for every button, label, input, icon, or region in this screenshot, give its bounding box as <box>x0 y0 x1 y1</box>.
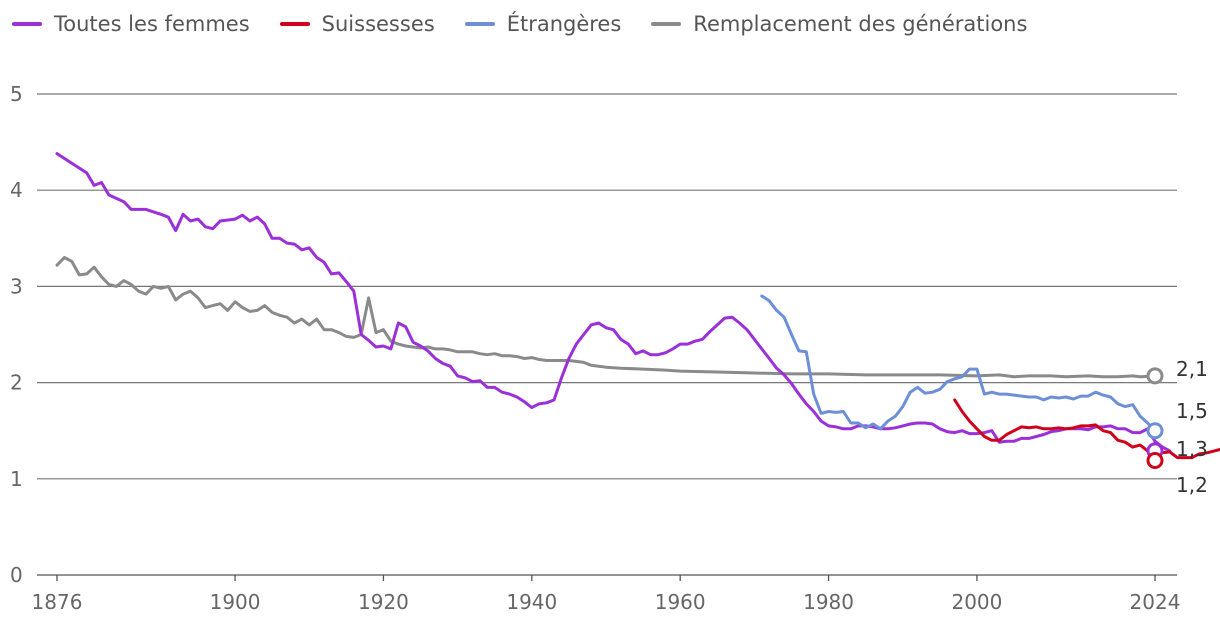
legend-swatch-remplacement <box>651 22 682 26</box>
legend-label-remplacement: Remplacement des générations <box>693 12 1028 36</box>
series-line-etrangeres <box>760 294 1157 433</box>
x-tick-label-1900: 1900 <box>210 590 261 614</box>
legend-item-suissesses[interactable]: Suissesses <box>279 12 435 36</box>
legend: Toutes les femmes Suissesses Étrangères … <box>12 12 1027 36</box>
y-tick-label-1: 1 <box>10 467 23 491</box>
legend-label-suissesses: Suissesses <box>321 12 435 36</box>
legend-swatch-toutes-les-femmes <box>12 22 42 26</box>
y-tick-label-3: 3 <box>10 274 23 298</box>
x-tick-label-1920: 1920 <box>358 590 409 614</box>
end-markers: 2,1 1,5 1,3 1,2 <box>1146 357 1208 497</box>
y-tick-label-2: 2 <box>10 371 23 395</box>
legend-swatch-suissesses <box>279 22 310 26</box>
legend-label-etrangeres: Étrangères <box>506 12 622 36</box>
x-tick-label-1960: 1960 <box>655 590 706 614</box>
end-label-toutes-les-femmes: 1,3 <box>1176 437 1208 461</box>
y-tick-label-0: 0 <box>10 563 23 587</box>
x-tick-label-1980: 1980 <box>803 590 854 614</box>
series-line-toutes-les-femmes <box>55 152 1172 453</box>
legend-item-remplacement[interactable]: Remplacement des générations <box>651 12 1027 36</box>
end-label-etrangeres: 1,5 <box>1176 399 1208 423</box>
x-tick-label-2024: 2024 <box>1130 590 1181 614</box>
x-tick-label-2000: 2000 <box>951 590 1002 614</box>
legend-swatch-etrangeres <box>464 22 495 26</box>
series-line-remplacement <box>55 256 1157 379</box>
y-tick-label-5: 5 <box>10 82 23 106</box>
x-tick-label-1876: 1876 <box>32 590 83 614</box>
end-marker-suissesses <box>1146 452 1164 470</box>
end-label-remplacement: 2,1 <box>1176 357 1208 381</box>
end-label-suissesses: 1,2 <box>1176 473 1208 497</box>
end-marker-remplacement <box>1146 367 1164 385</box>
end-marker-etrangeres <box>1146 422 1164 440</box>
x-axis: 1876 1900 1920 1940 1960 1980 2000 2024 <box>32 574 1181 614</box>
series-lines <box>55 152 1220 460</box>
legend-label-toutes-les-femmes: Toutes les femmes <box>54 12 250 36</box>
x-tick-label-1940: 1940 <box>506 590 557 614</box>
gridlines <box>37 93 1177 480</box>
legend-item-toutes-les-femmes[interactable]: Toutes les femmes <box>12 12 250 36</box>
legend-item-etrangeres[interactable]: Étrangères <box>464 12 622 36</box>
y-tick-label-4: 4 <box>10 178 23 202</box>
y-axis-ticks: 0 1 2 3 4 5 <box>10 82 23 587</box>
